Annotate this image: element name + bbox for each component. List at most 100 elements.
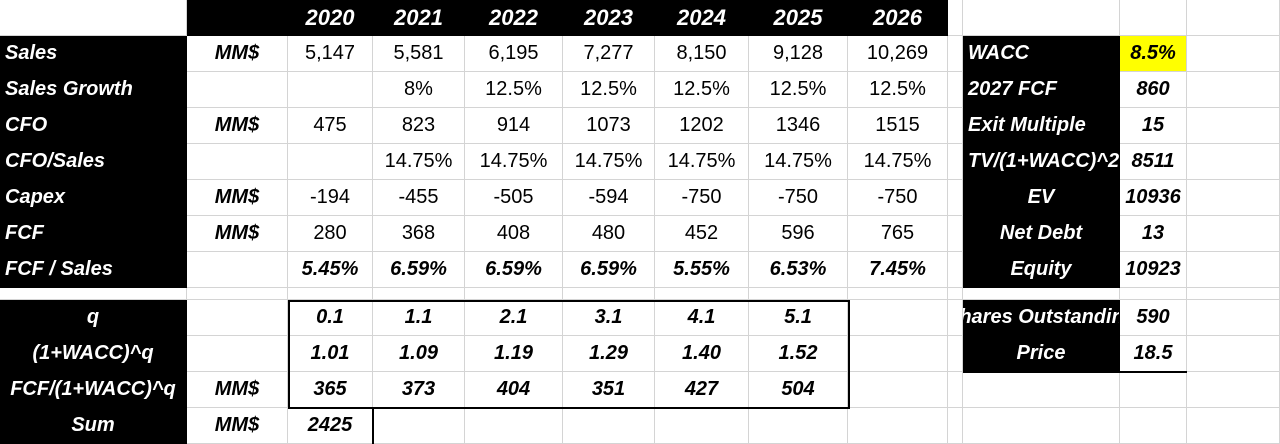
value: 8,150: [655, 36, 749, 72]
value: 14.75%: [848, 144, 948, 180]
value: 1.1: [373, 300, 465, 336]
value: 12.5%: [563, 72, 655, 108]
value: 480: [563, 216, 655, 252]
year-header: 2020: [288, 0, 373, 36]
unit: [187, 144, 288, 180]
shares-label: Price: [963, 336, 1120, 372]
value: 475: [288, 108, 373, 144]
grid-cell: [948, 36, 963, 72]
value: 404: [465, 372, 563, 408]
grid-cell: [963, 0, 1120, 36]
grid-cell: [1187, 0, 1280, 36]
row-label: Sum: [0, 408, 187, 444]
value: 6.59%: [373, 252, 465, 288]
row-label: CFO: [0, 108, 187, 144]
value: 280: [288, 216, 373, 252]
grid-cell: [1187, 288, 1280, 300]
grid-cell: [749, 408, 848, 444]
valuation-value: 15: [1120, 108, 1187, 144]
grid-cell: [948, 180, 963, 216]
grid-cell: [0, 0, 187, 36]
year-header: 2026: [848, 0, 948, 36]
valuation-value: 8511: [1120, 144, 1187, 180]
grid-cell: [655, 408, 749, 444]
value: 5.45%: [288, 252, 373, 288]
grid-cell: [749, 288, 848, 300]
valuation-label: 2027 FCF: [963, 72, 1120, 108]
value: 914: [465, 108, 563, 144]
grid-cell: [948, 252, 963, 288]
value: 4.1: [655, 300, 749, 336]
grid-cell: [963, 372, 1120, 408]
valuation-label: Exit Multiple: [963, 108, 1120, 144]
value: 1.52: [749, 336, 848, 372]
value: 14.75%: [373, 144, 465, 180]
value: 1.40: [655, 336, 749, 372]
value: 365: [288, 372, 373, 408]
row-label: FCF/(1+WACC)^q: [0, 372, 187, 408]
value: 8%: [373, 72, 465, 108]
value: 12.5%: [848, 72, 948, 108]
grid-cell: [948, 288, 963, 300]
grid-cell: [948, 108, 963, 144]
value: 6,195: [465, 36, 563, 72]
grid-cell: [1187, 144, 1280, 180]
value: 1.01: [288, 336, 373, 372]
value: 1.29: [563, 336, 655, 372]
unit: MM$: [187, 372, 288, 408]
value: [288, 72, 373, 108]
value: -594: [563, 180, 655, 216]
value: -750: [749, 180, 848, 216]
grid-cell: [948, 72, 963, 108]
grid-cell: [1187, 108, 1280, 144]
grid-cell: [948, 216, 963, 252]
grid-cell: [1120, 288, 1187, 300]
grid-cell: [563, 408, 655, 444]
value: -750: [848, 180, 948, 216]
value: 1.09: [373, 336, 465, 372]
grid-cell: [465, 408, 563, 444]
value: 427: [655, 372, 749, 408]
value: 368: [373, 216, 465, 252]
value: 14.75%: [749, 144, 848, 180]
valuation-value: 13: [1120, 216, 1187, 252]
unit: MM$: [187, 180, 288, 216]
year-header: 2024: [655, 0, 749, 36]
grid-cell: [373, 288, 465, 300]
value: -750: [655, 180, 749, 216]
value: 6.53%: [749, 252, 848, 288]
unit: [187, 252, 288, 288]
value: 7.45%: [848, 252, 948, 288]
value: 3.1: [563, 300, 655, 336]
grid-cell: [848, 372, 948, 408]
grid-cell: [948, 372, 963, 408]
grid-cell: [187, 288, 288, 300]
grid-cell: [948, 0, 963, 36]
valuation-value: 860: [1120, 72, 1187, 108]
value: -455: [373, 180, 465, 216]
value: 12.5%: [465, 72, 563, 108]
value: 12.5%: [655, 72, 749, 108]
value: 5,581: [373, 36, 465, 72]
grid-cell: [1187, 336, 1280, 372]
value: 765: [848, 216, 948, 252]
value: 823: [373, 108, 465, 144]
row-label: Sales: [0, 36, 187, 72]
grid-cell: [1120, 372, 1187, 408]
grid-cell: [1187, 408, 1280, 444]
value: 2.1: [465, 300, 563, 336]
grid-cell: [1187, 72, 1280, 108]
value: 9,128: [749, 36, 848, 72]
grid-cell: [948, 408, 963, 444]
value: -194: [288, 180, 373, 216]
unit: MM$: [187, 36, 288, 72]
row-label: CFO/Sales: [0, 144, 187, 180]
unit: MM$: [187, 216, 288, 252]
grid-cell: [948, 300, 963, 336]
value: 504: [749, 372, 848, 408]
header-cell: [187, 0, 288, 36]
value: -505: [465, 180, 563, 216]
value: 1073: [563, 108, 655, 144]
shares-label: Shares Outstanding: [963, 300, 1120, 336]
grid-cell: [1187, 216, 1280, 252]
